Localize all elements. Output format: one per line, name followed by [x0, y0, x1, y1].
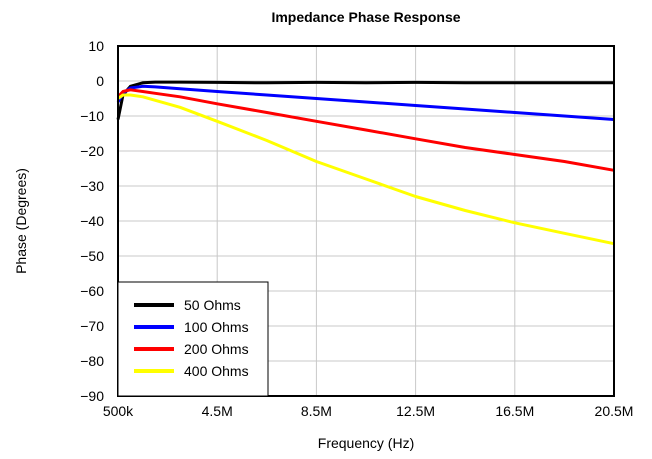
- y-tick-label: −10: [80, 108, 104, 124]
- y-tick-label: −30: [80, 178, 104, 194]
- x-tick-label: 4.5M: [202, 403, 233, 419]
- y-tick-label: 10: [88, 38, 104, 54]
- y-tick-label: −70: [80, 318, 104, 334]
- y-tick-label: −60: [80, 283, 104, 299]
- x-tick-label: 500k: [103, 403, 134, 419]
- x-tick-label: 12.5M: [396, 403, 435, 419]
- y-tick-label: −50: [80, 248, 104, 264]
- y-tick-label: 0: [96, 73, 104, 89]
- y-tick-label: −80: [80, 353, 104, 369]
- y-tick-label: −20: [80, 143, 104, 159]
- series-group: [116, 80, 615, 246]
- x-tick-label: 8.5M: [301, 403, 332, 419]
- x-tick-label: 16.5M: [495, 403, 534, 419]
- legend-label-50-ohms: 50 Ohms: [184, 297, 241, 313]
- chart-title: Impedance Phase Response: [271, 9, 460, 25]
- series-line-400-ohms: [117, 93, 615, 246]
- legend-box: [117, 281, 269, 397]
- y-axis-label: Phase (Degrees): [13, 168, 29, 274]
- series-line-50-ohms: [116, 80, 614, 120]
- legend: 50 Ohms 100 Ohms 200 Ohms 400 Ohms: [117, 281, 269, 397]
- y-tick-label: −40: [80, 213, 104, 229]
- legend-label-200-ohms: 200 Ohms: [184, 341, 249, 357]
- y-tick-label: −90: [80, 388, 104, 404]
- x-axis-ticks: 500k 4.5M 8.5M 12.5M 16.5M 20.5M: [103, 403, 634, 419]
- legend-label-400-ohms: 400 Ohms: [184, 363, 249, 379]
- series-line-100-ohms: [116, 84, 615, 121]
- legend-label-100-ohms: 100 Ohms: [184, 319, 249, 335]
- y-axis-ticks: 10 0 −10 −20 −30 −40 −50 −60 −70 −80 −90: [80, 38, 104, 404]
- x-tick-label: 20.5M: [595, 403, 634, 419]
- x-axis-label: Frequency (Hz): [318, 435, 414, 451]
- series-line-200-ohms: [116, 88, 615, 172]
- plot-frame: [117, 45, 615, 397]
